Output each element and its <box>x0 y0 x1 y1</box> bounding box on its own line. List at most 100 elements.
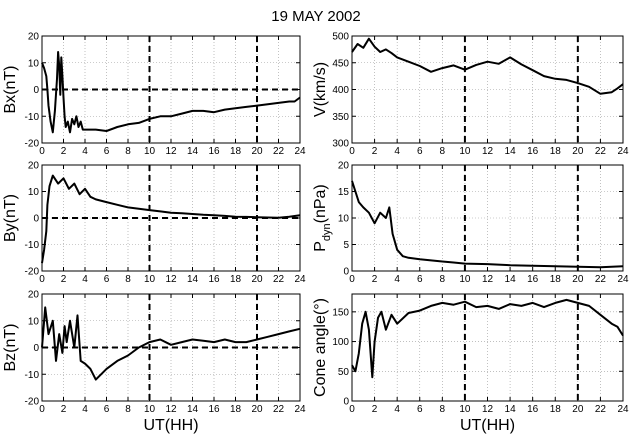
y-tick-label: -10 <box>25 240 40 251</box>
y-tick-label: 0 <box>33 85 39 96</box>
y-axis-label-unit: (nPa) <box>312 184 329 223</box>
x-tick-label: 20 <box>251 146 263 157</box>
y-tick-label: 0 <box>343 267 349 278</box>
x-tick-label: 24 <box>294 146 306 157</box>
x-tick-label: 6 <box>104 404 110 415</box>
y-tick-label: 300 <box>332 139 349 150</box>
x-tick-label: 24 <box>617 146 629 157</box>
x-tick-label: 4 <box>394 274 400 285</box>
y-axis-label: V(km/s) <box>312 62 329 117</box>
x-tick-label: 4 <box>82 146 88 157</box>
x-tick-label: 6 <box>104 274 110 285</box>
x-tick-label: 8 <box>125 146 131 157</box>
y-tick-label: -20 <box>25 397 40 408</box>
data-series-pdyn <box>351 180 624 269</box>
x-tick-label: 10 <box>144 146 156 157</box>
x-tick-label: 2 <box>372 274 378 285</box>
y-tick-label: 10 <box>28 58 40 69</box>
x-tick-label: 24 <box>294 404 306 415</box>
y-axis-label: Pdyn(nPa) <box>312 184 333 252</box>
x-tick-label: 6 <box>417 146 423 157</box>
x-tick-label: 18 <box>230 274 242 285</box>
x-tick-label: 18 <box>230 146 242 157</box>
y-tick-label: 50 <box>338 367 350 378</box>
x-tick-label: 20 <box>572 146 584 157</box>
y-tick-label: 10 <box>28 187 40 198</box>
y-axis-label-main: P <box>312 241 329 252</box>
x-tick-label: 22 <box>273 404 285 415</box>
data-series-bz <box>41 306 301 381</box>
x-tick-label: 8 <box>440 274 446 285</box>
data-series-cone <box>351 298 624 379</box>
y-axis-label-subscript: dyn <box>321 223 333 241</box>
x-tick-label: 8 <box>440 146 446 157</box>
x-tick-label: 14 <box>505 146 517 157</box>
x-tick-label: 22 <box>595 146 607 157</box>
x-tick-label: 22 <box>273 146 285 157</box>
x-tick-label: 16 <box>527 274 539 285</box>
x-tick-label: 2 <box>61 274 67 285</box>
y-tick-label: 0 <box>33 214 39 225</box>
y-tick-label: 0 <box>343 397 349 408</box>
x-tick-label: 24 <box>294 274 306 285</box>
x-tick-label: 4 <box>82 274 88 285</box>
x-tick-label: 20 <box>572 274 584 285</box>
x-tick-label: 2 <box>372 146 378 157</box>
y-axis-label: Bz(nT) <box>2 324 19 372</box>
figure-title: 19 MAY 2002 <box>271 8 361 25</box>
x-tick-label: 14 <box>505 404 517 415</box>
x-axis-label: UT(HH) <box>460 417 515 434</box>
x-tick-label: 10 <box>144 274 156 285</box>
x-tick-label: 2 <box>61 404 67 415</box>
y-axis-label: By(nT) <box>2 194 19 242</box>
x-tick-label: 10 <box>144 404 156 415</box>
y-tick-label: -20 <box>25 267 40 278</box>
x-tick-label: 0 <box>39 404 45 415</box>
y-tick-label: -20 <box>25 139 40 150</box>
x-tick-label: 18 <box>550 404 562 415</box>
panel-v: 0 2 4 6 8 10 12 14 16 18 20 22 24300350400450500V(km… <box>312 32 629 158</box>
x-tick-label: 6 <box>417 274 423 285</box>
x-tick-label: 12 <box>482 274 494 285</box>
y-tick-label: 100 <box>332 337 349 348</box>
x-tick-label: 4 <box>82 404 88 415</box>
data-series-by <box>41 174 301 264</box>
x-tick-label: 8 <box>125 274 131 285</box>
x-axis-label: UT(HH) <box>143 417 198 434</box>
x-tick-label: 14 <box>505 274 517 285</box>
y-tick-label: 5 <box>343 240 349 251</box>
x-tick-label: 16 <box>527 404 539 415</box>
x-tick-label: 8 <box>125 404 131 415</box>
x-tick-label: 16 <box>208 404 220 415</box>
x-tick-label: 20 <box>572 404 584 415</box>
x-tick-label: 18 <box>550 274 562 285</box>
x-tick-label: 0 <box>349 274 355 285</box>
y-tick-label: 400 <box>332 85 349 96</box>
x-tick-label: 2 <box>61 146 67 157</box>
y-tick-label: 20 <box>28 290 40 301</box>
x-tick-label: 6 <box>104 146 110 157</box>
x-tick-label: 0 <box>39 146 45 157</box>
x-tick-label: 24 <box>617 274 629 285</box>
x-tick-label: 6 <box>417 404 423 415</box>
x-tick-label: 0 <box>349 404 355 415</box>
x-tick-label: 16 <box>208 274 220 285</box>
x-tick-label: 10 <box>459 146 471 157</box>
x-tick-label: 14 <box>187 146 199 157</box>
y-tick-label: 0 <box>33 343 39 354</box>
x-tick-label: 12 <box>165 404 177 415</box>
y-tick-label: 500 <box>332 32 349 43</box>
panel-bz: 0 2 4 6 8 10 12 14 16 18 20 22 24-20-1001020Bz(nT)UT… <box>2 290 306 435</box>
y-tick-label: 10 <box>28 316 40 327</box>
x-tick-label: 2 <box>372 404 378 415</box>
x-tick-label: 8 <box>440 404 446 415</box>
x-tick-label: 22 <box>595 274 607 285</box>
y-tick-label: 10 <box>338 214 350 225</box>
y-tick-label: 450 <box>332 58 349 69</box>
x-tick-label: 12 <box>165 146 177 157</box>
y-tick-label: -10 <box>25 112 40 123</box>
